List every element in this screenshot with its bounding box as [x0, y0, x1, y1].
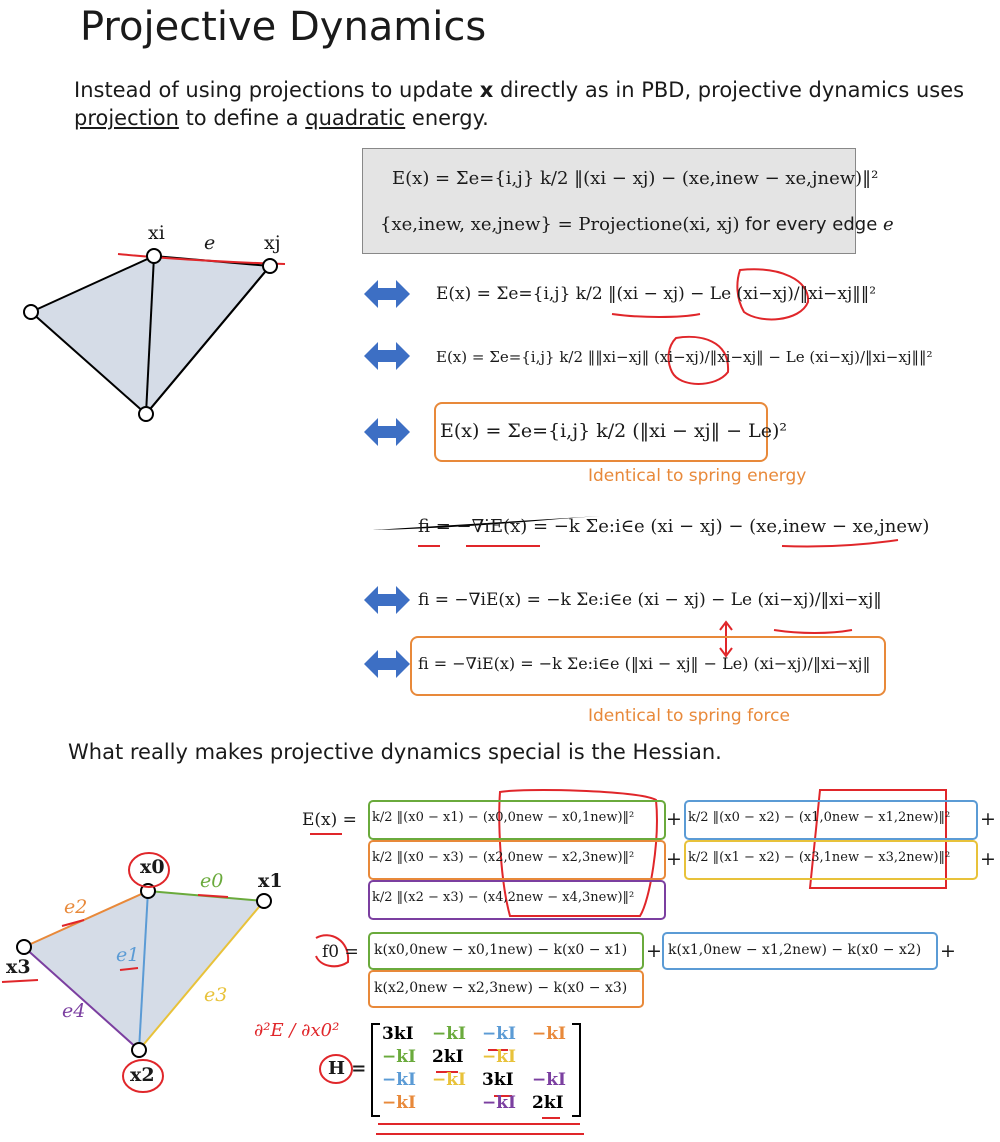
spring-energy-note: Identical to spring energy	[588, 466, 807, 486]
projection-definition-box	[362, 148, 856, 254]
spring-force-box	[410, 636, 886, 696]
equivalence-arrow-icon	[364, 650, 410, 678]
label-e0: e0	[200, 870, 224, 892]
plus-sign: +	[666, 848, 682, 870]
matrix-cell: 3kI	[382, 1024, 414, 1044]
plus-sign: +	[980, 848, 996, 870]
force-term-e2: k(x2,0new − x2,3new) − k(x0 − x3)	[374, 980, 628, 996]
matrix-cell: −kI	[532, 1024, 566, 1044]
label-e3: e3	[204, 984, 228, 1006]
plus-sign: +	[646, 940, 662, 962]
label-xj: xj	[264, 232, 281, 254]
matrix-cell: −kI	[482, 1093, 516, 1113]
force-formula-3: fi = −∇iE(x) = −k Σe:i∈e (‖xi − xj‖ − Le…	[418, 654, 871, 673]
label-xi: xi	[148, 222, 165, 244]
force-formula-2: fi = −∇iE(x) = −k Σe:i∈e (xi − xj) − Le …	[418, 590, 882, 610]
label-e4: e4	[62, 1000, 86, 1022]
label-e1: e1	[116, 944, 140, 966]
term-box-e3	[684, 840, 978, 880]
force-formula-1: fi = −∇iE(x) = −k Σe:i∈e (xi − xj) − (xe…	[418, 516, 930, 537]
hessian-matrix: 3kI −kI −kI −kI −kI 2kI −kI −kI −kI 3kI −kI −kI −kI 2…	[378, 1022, 574, 1118]
label-e: e	[204, 232, 216, 254]
term-e4: k/2 ‖(x2 − x3) − (x4,2new − x4,3new)‖²	[372, 890, 635, 905]
plus-sign: +	[940, 940, 956, 962]
term-box-e4	[368, 880, 666, 920]
plus-sign: +	[666, 808, 682, 830]
force-lhs: f0 =	[322, 942, 359, 962]
force-term-e1: k(x1,0new − x1,2new) − k(x0 − x2)	[668, 942, 922, 958]
matrix-cell: 3kI	[482, 1070, 514, 1090]
label-x1: x1	[258, 870, 283, 892]
label-e2: e2	[64, 896, 88, 918]
energy-formula-2: E(x) = Σe={i,j} k/2 ‖(xi − xj) − Le (xi−…	[436, 284, 877, 304]
term-e3: k/2 ‖(x1 − x2) − (x3,1new − x3,2new)‖²	[688, 850, 951, 865]
matrix-cell: −kI	[382, 1070, 416, 1090]
label-x2: x2	[130, 1064, 155, 1086]
force-box-e1	[662, 932, 938, 970]
matrix-cell: −kI	[382, 1047, 416, 1067]
term-box-e2	[368, 840, 666, 880]
matrix-cell: −kI	[382, 1093, 416, 1113]
projection-word: projection	[74, 106, 179, 130]
equivalence-arrow-icon	[364, 342, 410, 370]
handwritten-second-derivative: ∂²E / ∂x0²	[254, 1020, 340, 1041]
energy-projection-formula: E(x) = Σe={i,j} k/2 ‖(xi − xj) − (xe,ine…	[392, 168, 879, 189]
matrix-cell: −kI	[532, 1070, 566, 1090]
label-x3: x3	[6, 956, 31, 978]
energy-formula-3: E(x) = Σe={i,j} k/2 ‖‖xi−xj‖ (xi−xj)/‖xi…	[436, 348, 933, 366]
intro-paragraph: Instead of using projections to update x…	[74, 78, 965, 130]
spring-energy-box	[434, 402, 768, 462]
hessian-heading: What really makes projective dynamics sp…	[68, 740, 722, 764]
term-e0: k/2 ‖(x0 − x1) − (x0,0new − x0,1new)‖²	[372, 810, 635, 825]
force-term-e0: k(x0,0new − x0,1new) − k(x0 − x1)	[374, 942, 628, 958]
equivalence-arrow-icon	[364, 586, 410, 614]
matrix-cell: −kI	[432, 1070, 466, 1090]
equivalence-arrow-icon	[364, 280, 410, 308]
matrix-cell: −kI	[482, 1024, 516, 1044]
plus-sign: +	[980, 808, 996, 830]
force-box-e2	[368, 970, 644, 1008]
projection-definition-formula: {xe,inew, xe,jnew} = Projectione(xi, xj)…	[380, 214, 894, 235]
energy-lhs: E(x) =	[302, 810, 357, 830]
hessian-lhs: H =	[328, 1058, 367, 1079]
matrix-cell: 2kI	[432, 1047, 464, 1067]
term-box-e1	[684, 800, 978, 840]
term-e1: k/2 ‖(x0 − x2) − (x1,0new − x1,2new)‖²	[688, 810, 951, 825]
term-box-e0	[368, 800, 666, 840]
label-x0: x0	[140, 856, 165, 878]
matrix-cell: −kI	[432, 1024, 466, 1044]
quadratic-word: quadratic	[305, 106, 406, 130]
matrix-cell: 2kI	[532, 1093, 564, 1113]
spring-force-note: Identical to spring force	[588, 706, 790, 726]
energy-formula-4: E(x) = Σe={i,j} k/2 (‖xi − xj‖ − Le)²	[440, 420, 787, 442]
page-title: Projective Dynamics	[80, 4, 487, 50]
term-e2: k/2 ‖(x0 − x3) − (x2,0new − x2,3new)‖²	[372, 850, 635, 865]
matrix-cell: −kI	[482, 1047, 516, 1067]
force-box-e0	[368, 932, 644, 970]
equivalence-arrow-icon	[364, 418, 410, 446]
